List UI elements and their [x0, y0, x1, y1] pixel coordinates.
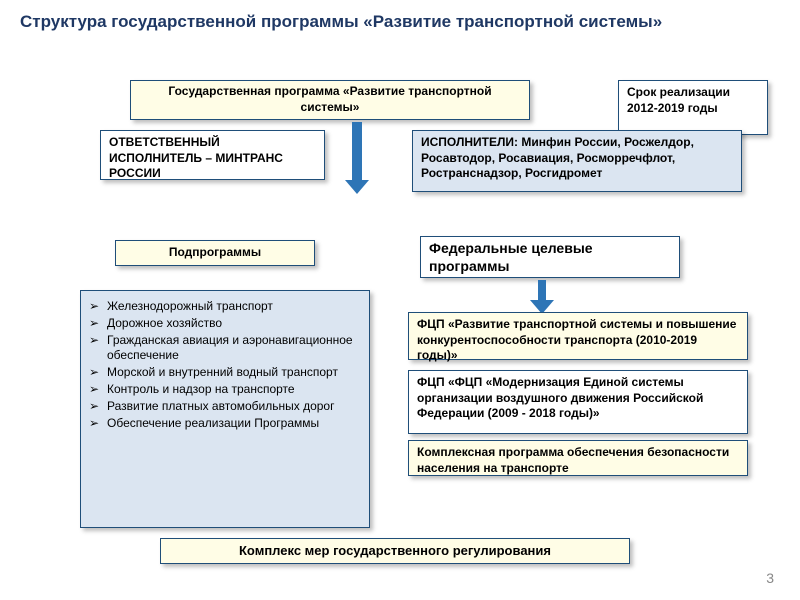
box-responsible: ОТВЕТСТВЕННЫЙ ИСПОЛНИТЕЛЬ – МИНТРАНС РОС… [100, 130, 325, 180]
box-fcp2: ФЦП «ФЦП «Модернизация Единой системы ор… [408, 370, 748, 434]
list-item: Контроль и надзор на транспорте [89, 382, 365, 397]
box-executors: ИСПОЛНИТЕЛИ: Минфин России, Росжелдор, Р… [412, 130, 742, 192]
page-title: Структура государственной программы «Раз… [20, 12, 780, 32]
box-fcp1: ФЦП «Развитие транспортной системы и пов… [408, 312, 748, 360]
box-main-program: Государственная программа «Развитие тран… [130, 80, 530, 120]
box-fcp-header: Федеральные целевые программы [420, 236, 680, 278]
box-subprograms-list: Железнодорожный транспорт Дорожное хозяй… [80, 290, 370, 528]
list-item: Гражданская авиация и аэронавигационное … [89, 333, 365, 363]
list-item: Морской и внутренний водный транспорт [89, 365, 365, 380]
box-measures: Комплекс мер государственного регулирова… [160, 538, 630, 564]
page-number: 3 [766, 570, 774, 586]
box-period: Срок реализации 2012-2019 годы [618, 80, 768, 135]
subprograms-list: Железнодорожный транспорт Дорожное хозяй… [81, 291, 369, 439]
list-item: Дорожное хозяйство [89, 316, 365, 331]
list-item: Развитие платных автомобильных дорог [89, 399, 365, 414]
list-item: Железнодорожный транспорт [89, 299, 365, 314]
list-item: Обеспечение реализации Программы [89, 416, 365, 431]
box-fcp3: Комплексная программа обеспечения безопа… [408, 440, 748, 476]
box-subprograms-header: Подпрограммы [115, 240, 315, 266]
